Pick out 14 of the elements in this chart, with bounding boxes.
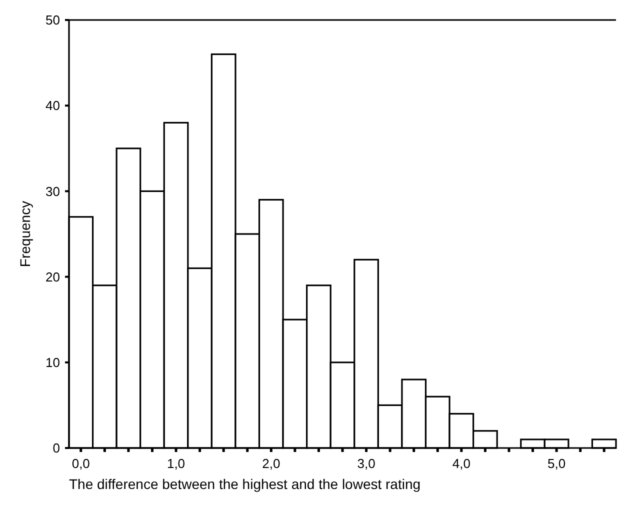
y-tick-label: 40 [46,98,60,114]
x-tick-label: 3,0 [357,456,376,471]
y-tick-label: 20 [46,269,60,284]
y-tick-label: 10 [46,354,60,370]
x-tick-label: 5,0 [548,456,566,471]
x-tick-label: 2,0 [262,456,280,471]
y-tick-label: 0 [52,440,60,456]
y-axis-title: Frequency [17,200,33,268]
x-tick-label: 0,0 [72,456,90,471]
x-axis-title: The difference between the highest and the lowest rating [69,476,421,492]
y-tick-label: 30 [46,184,60,199]
x-tick-label: 4,0 [452,456,470,471]
y-tick-label: 50 [46,12,60,28]
x-tick-label: 1,0 [166,456,186,471]
